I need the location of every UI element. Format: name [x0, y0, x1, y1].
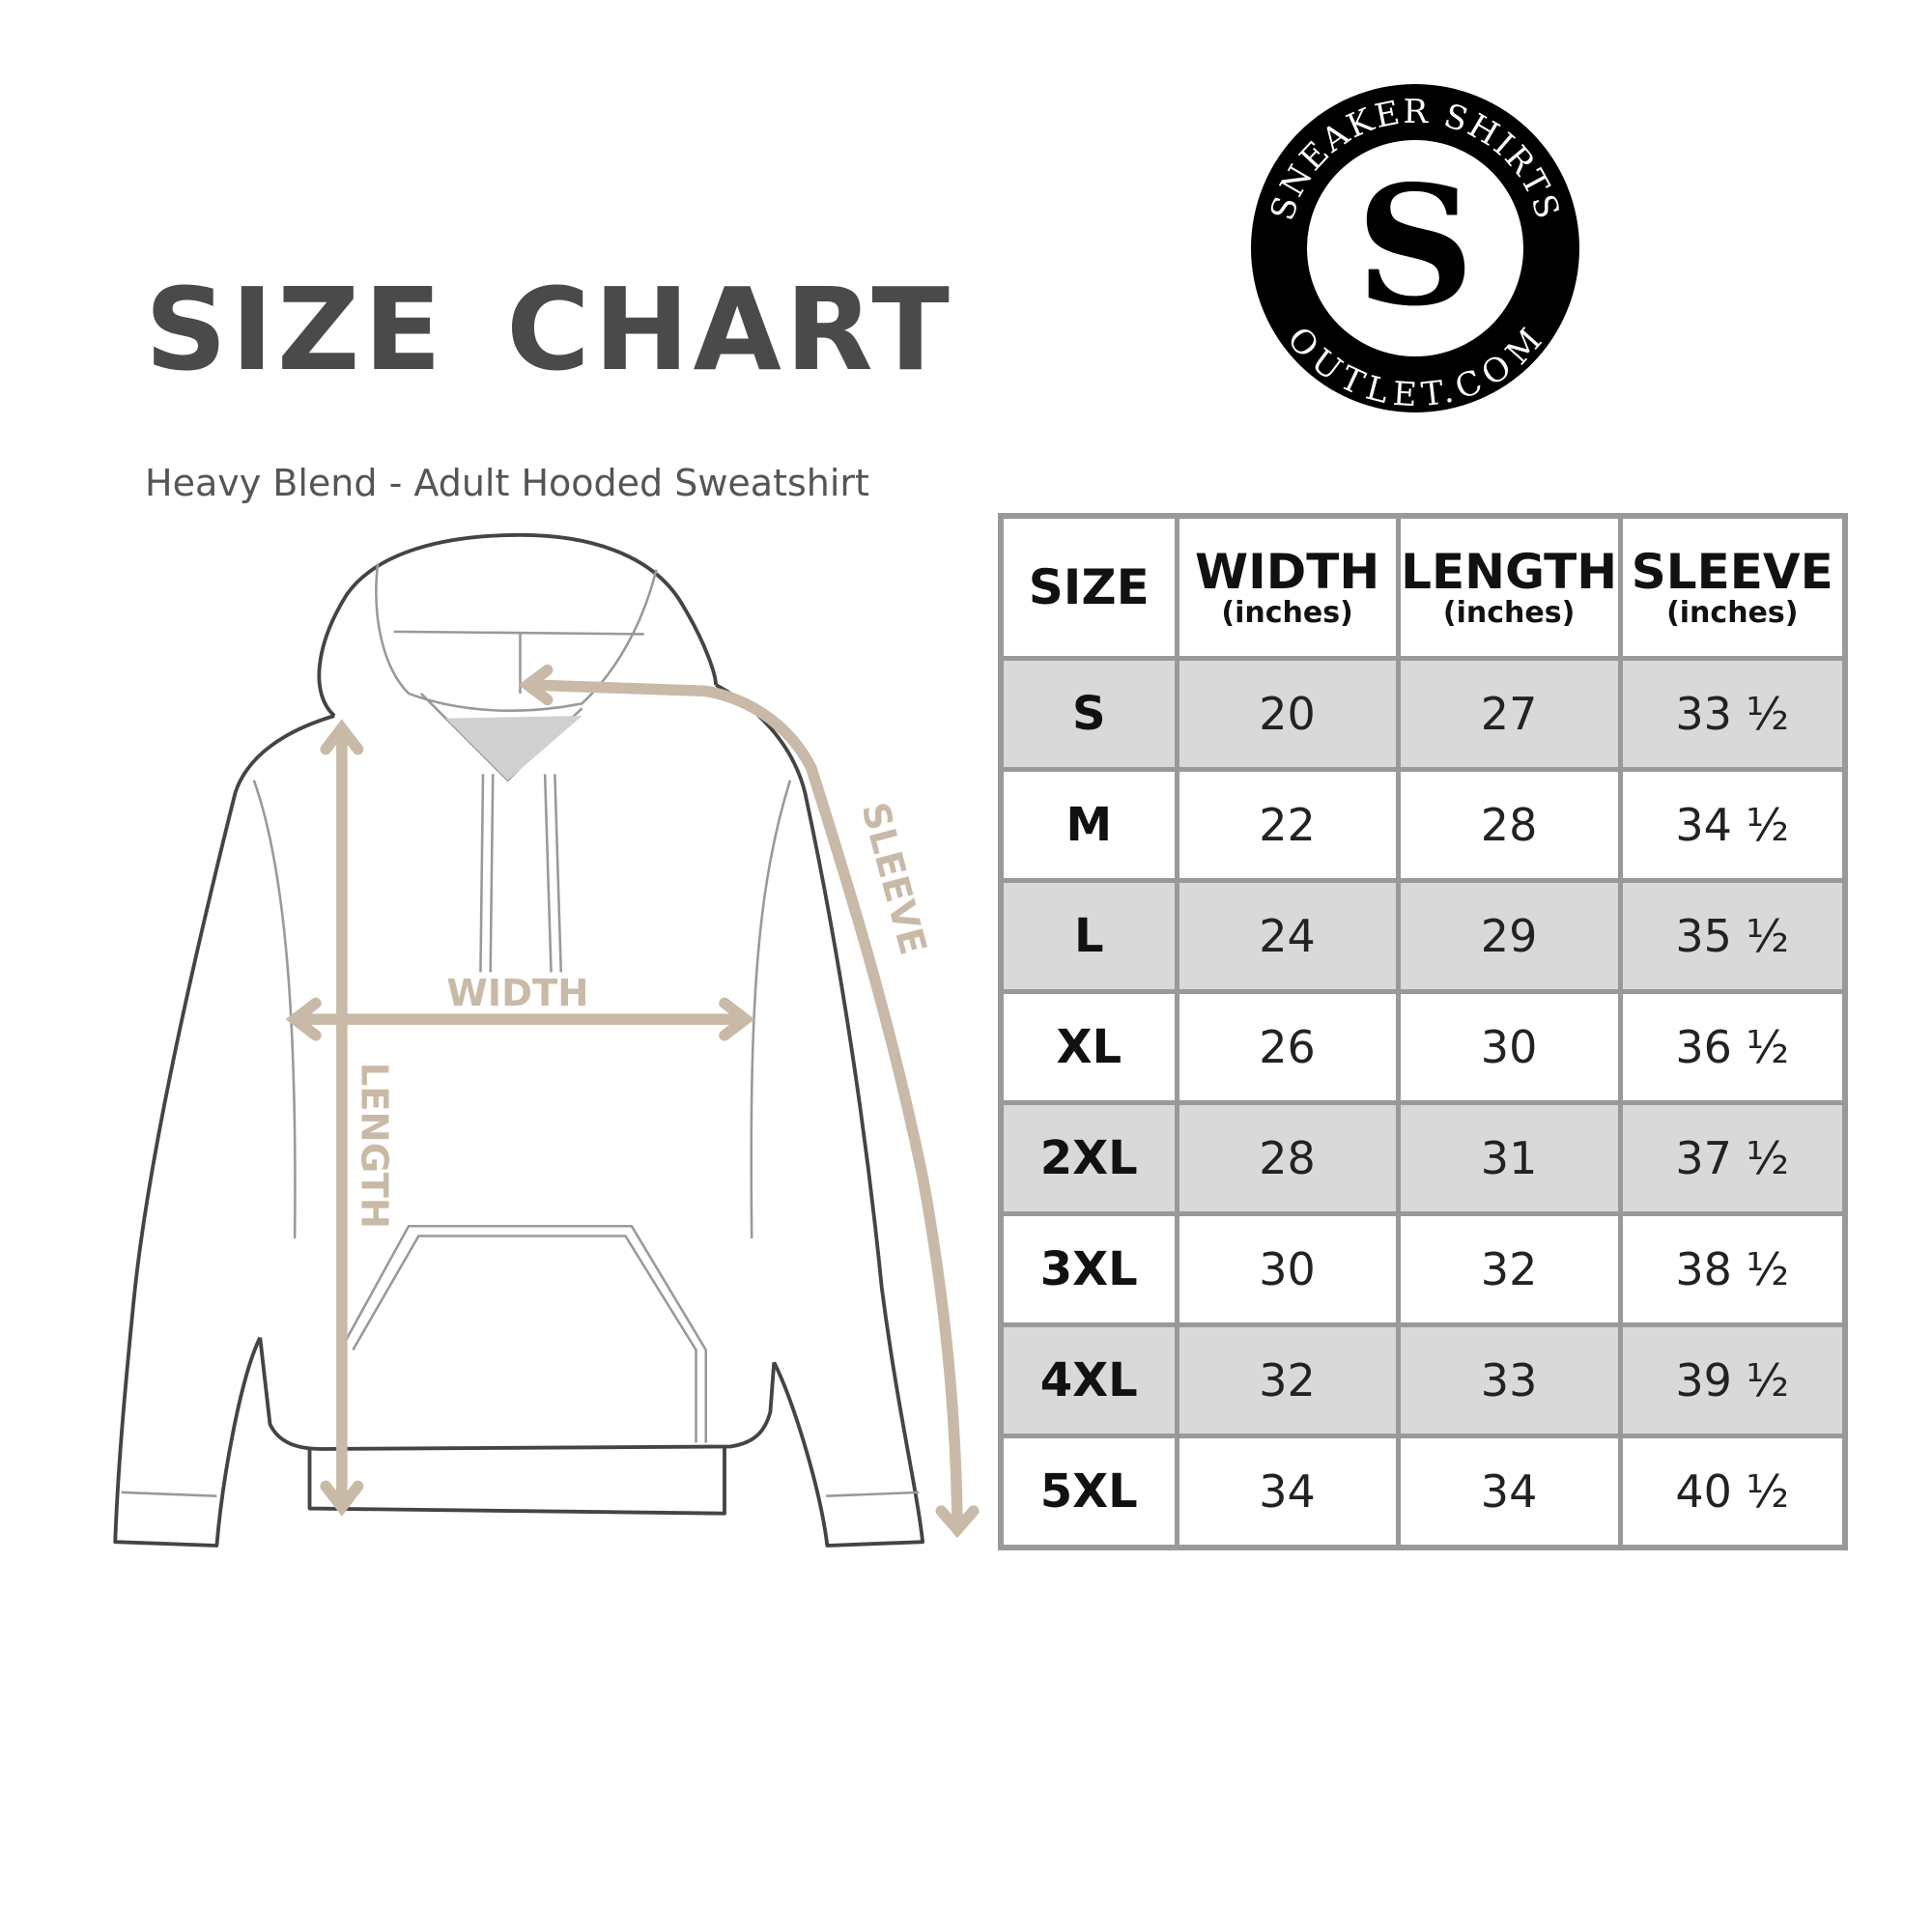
header-label: LENGTH: [1401, 544, 1618, 600]
sleeve-cell: 33 ½: [1617, 656, 1848, 772]
sleeve-cell: 37 ½: [1617, 1100, 1848, 1216]
width-cell: 32: [1174, 1322, 1401, 1438]
sleeve-cell: 40 ½: [1617, 1434, 1848, 1550]
size-cell: 3XL: [998, 1211, 1179, 1327]
size-cell: 2XL: [998, 1100, 1179, 1216]
table-row: M 22 28 34 ½: [998, 767, 1848, 883]
column-header-length: LENGTH (inches): [1395, 513, 1623, 661]
size-cell: 5XL: [998, 1434, 1179, 1550]
size-cell: 4XL: [998, 1322, 1179, 1438]
table-row: 2XL 28 31 37 ½: [998, 1100, 1848, 1216]
column-header-width: WIDTH (inches): [1174, 513, 1401, 661]
length-label: LENGTH: [352, 1063, 395, 1229]
header-unit: (inches): [1221, 595, 1353, 630]
length-cell: 30: [1395, 989, 1623, 1105]
length-cell: 28: [1395, 767, 1623, 883]
size-cell: S: [998, 656, 1179, 772]
size-cell: XL: [998, 989, 1179, 1105]
table-row: S 20 27 33 ½: [998, 656, 1848, 772]
header-label: SIZE: [1028, 558, 1150, 615]
length-cell: 29: [1395, 878, 1623, 994]
length-cell: 34: [1395, 1434, 1623, 1550]
size-cell: L: [998, 878, 1179, 994]
length-cell: 27: [1395, 656, 1623, 772]
table-row: 5XL 34 34 40 ½: [998, 1434, 1848, 1550]
sleeve-cell: 34 ½: [1617, 767, 1848, 883]
table-row: XL 26 30 36 ½: [998, 989, 1848, 1105]
brand-logo: SNEAKER SHIRTS OUTLET.COM S: [1251, 84, 1579, 415]
header-unit: (inches): [1442, 595, 1576, 630]
sleeve-cell: 36 ½: [1617, 989, 1848, 1105]
length-cell: 31: [1395, 1100, 1623, 1216]
column-header-size: SIZE: [998, 513, 1179, 661]
column-header-sleeve: SLEEVE (inches): [1617, 513, 1848, 661]
width-cell: 28: [1174, 1100, 1401, 1216]
width-cell: 34: [1174, 1434, 1401, 1550]
header-label: SLEEVE: [1631, 544, 1833, 600]
measurement-arrows: [285, 664, 980, 1539]
hoodie-outline: [113, 532, 925, 1548]
product-subtitle: Heavy Blend - Adult Hooded Sweatshirt: [145, 462, 869, 504]
width-cell: 20: [1174, 656, 1401, 772]
length-cell: 33: [1395, 1322, 1623, 1438]
table-row: L 24 29 35 ½: [998, 878, 1848, 994]
svg-text:S: S: [1356, 150, 1475, 343]
width-label: WIDTH: [446, 972, 588, 1015]
size-cell: M: [998, 767, 1179, 883]
header-unit: (inches): [1666, 595, 1799, 630]
page-title: SIZE CHART: [145, 263, 953, 396]
width-cell: 22: [1174, 767, 1401, 883]
table-header-row: SIZE WIDTH (inches) LENGTH (inches) SLEEVE (in…: [998, 513, 1848, 661]
table-row: 4XL 32 33 39 ½: [998, 1322, 1848, 1438]
sleeve-cell: 39 ½: [1617, 1322, 1848, 1438]
size-table: SIZE WIDTH (inches) LENGTH (inches) SLEEVE (in…: [998, 513, 1848, 1550]
table-row: 3XL 30 32 38 ½: [998, 1211, 1848, 1327]
sleeve-cell: 38 ½: [1617, 1211, 1848, 1327]
length-cell: 32: [1395, 1211, 1623, 1327]
width-cell: 30: [1174, 1211, 1401, 1327]
sleeve-cell: 35 ½: [1617, 878, 1848, 994]
width-cell: 26: [1174, 989, 1401, 1105]
header-label: WIDTH: [1194, 544, 1380, 600]
width-cell: 24: [1174, 878, 1401, 994]
